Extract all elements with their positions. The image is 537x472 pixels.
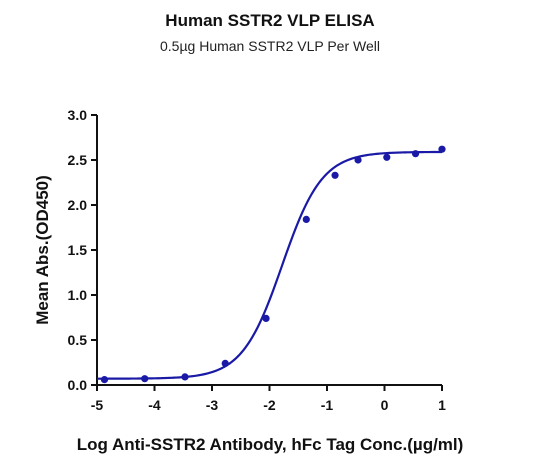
y-tick-label: 0.5	[68, 332, 88, 348]
chart-subtitle: 0.5µg Human SSTR2 VLP Per Well	[160, 38, 380, 54]
y-tick-label: 1.5	[68, 242, 88, 258]
data-point	[411, 150, 420, 158]
data-point	[302, 215, 310, 223]
data-point	[181, 373, 189, 381]
y-tick-label: 3.0	[68, 107, 88, 123]
data-point	[141, 375, 149, 383]
x-tick-label: 0	[381, 397, 389, 413]
x-tick-label: -5	[91, 397, 104, 413]
x-tick-label: 1	[438, 397, 446, 413]
y-tick-label: 0.0	[68, 377, 88, 393]
y-axis-label: Mean Abs.(OD450)	[33, 175, 52, 325]
x-axis-label: Log Anti-SSTR2 Antibody, hFc Tag Conc.(µ…	[77, 435, 464, 454]
y-tick-label: 2.0	[68, 197, 88, 213]
x-axis: -5 -4 -3 -2 -1 0 1	[91, 384, 446, 413]
data-point	[331, 171, 339, 179]
y-tick-label: 2.5	[68, 152, 88, 168]
x-tick-label: -1	[321, 397, 334, 413]
chart-title: Human SSTR2 VLP ELISA	[165, 11, 374, 30]
fit-curve	[97, 150, 442, 380]
data-point	[221, 359, 229, 367]
data-point	[100, 376, 109, 384]
y-axis: 0.0 0.5 1.0 1.5 2.0 2.5 3.0	[68, 107, 98, 393]
data-point	[354, 156, 362, 164]
data-point	[383, 153, 391, 161]
data-point	[438, 145, 446, 153]
x-tick-label: -4	[148, 397, 161, 413]
x-tick-label: -3	[206, 397, 219, 413]
x-tick-label: -2	[263, 397, 276, 413]
data-point	[262, 314, 270, 322]
y-tick-label: 1.0	[68, 287, 88, 303]
data-points	[100, 145, 446, 384]
